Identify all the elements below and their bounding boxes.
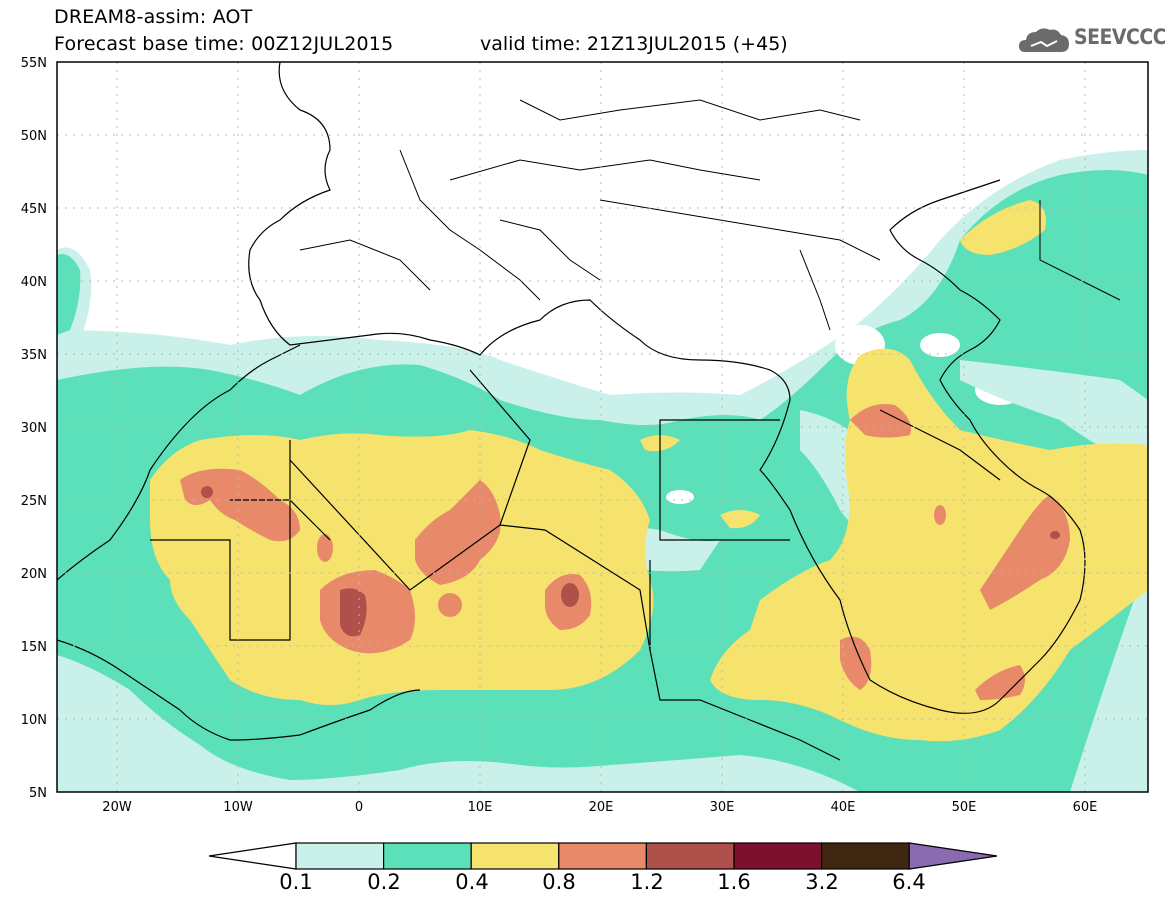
lon-label: 40E bbox=[831, 800, 856, 815]
lon-label: 20W bbox=[102, 800, 132, 815]
colorbar-label: 3.2 bbox=[805, 870, 839, 894]
lat-label: 35N bbox=[21, 348, 47, 363]
colorbar-segment bbox=[295, 842, 385, 870]
lon-label: 20E bbox=[589, 800, 614, 815]
logo-text: SEEVCCC bbox=[1074, 25, 1165, 49]
lat-label: 10N bbox=[21, 713, 47, 728]
lat-label: 25N bbox=[21, 494, 47, 509]
valid-time: valid time: 21Z13JUL2015 (+45) bbox=[480, 33, 788, 55]
lat-label: 20N bbox=[21, 567, 47, 582]
aot-field bbox=[57, 150, 1148, 792]
lon-label: 10W bbox=[223, 800, 253, 815]
lat-label: 15N bbox=[21, 640, 47, 655]
colorbar-segment bbox=[470, 842, 560, 870]
lon-label: 60E bbox=[1073, 800, 1098, 815]
forecast-base-time: Forecast base time: 00Z12JUL2015 bbox=[54, 33, 394, 55]
colorbar-label: 1.2 bbox=[630, 870, 664, 894]
colorbar-segment bbox=[820, 842, 910, 870]
lat-label: 45N bbox=[21, 202, 47, 217]
colorbar-label: 6.4 bbox=[892, 870, 926, 894]
colorbar-segment bbox=[558, 842, 647, 870]
lon-label: 50E bbox=[952, 800, 977, 815]
lat-label: 55N bbox=[21, 56, 47, 71]
cloud-icon bbox=[1019, 28, 1069, 52]
colorbar-label: 0.2 bbox=[367, 870, 401, 894]
colorbar-label: 1.6 bbox=[717, 870, 751, 894]
colorbar-segment bbox=[733, 842, 823, 870]
colorbar-segment bbox=[208, 842, 297, 870]
colorbar-label: 0.4 bbox=[455, 870, 489, 894]
lat-label: 40N bbox=[21, 275, 47, 290]
lat-axis: 55N 50N 45N 40N 35N 30N 25N 20N 15N 10N … bbox=[21, 56, 47, 801]
colorbar bbox=[208, 842, 998, 870]
colorbar-label: 0.8 bbox=[542, 870, 576, 894]
lat-label: 50N bbox=[21, 129, 47, 144]
colorbar-segment bbox=[908, 842, 998, 870]
lon-label: 0 bbox=[355, 800, 363, 815]
lon-label: 30E bbox=[710, 800, 735, 815]
lat-label: 5N bbox=[29, 786, 47, 801]
lat-label: 30N bbox=[21, 421, 47, 436]
colorbar-segment bbox=[645, 842, 735, 870]
lon-label: 10E bbox=[468, 800, 493, 815]
graticule bbox=[57, 62, 1148, 792]
lon-axis: 20W 10W 0 10E 20E 30E 40E 50E 60E bbox=[102, 800, 1097, 815]
plot-frame bbox=[56, 61, 1149, 793]
map-title: DREAM8-assim: AOT bbox=[54, 6, 253, 28]
colorbar-label: 0.1 bbox=[279, 870, 313, 894]
colorbar-segment bbox=[383, 842, 472, 870]
